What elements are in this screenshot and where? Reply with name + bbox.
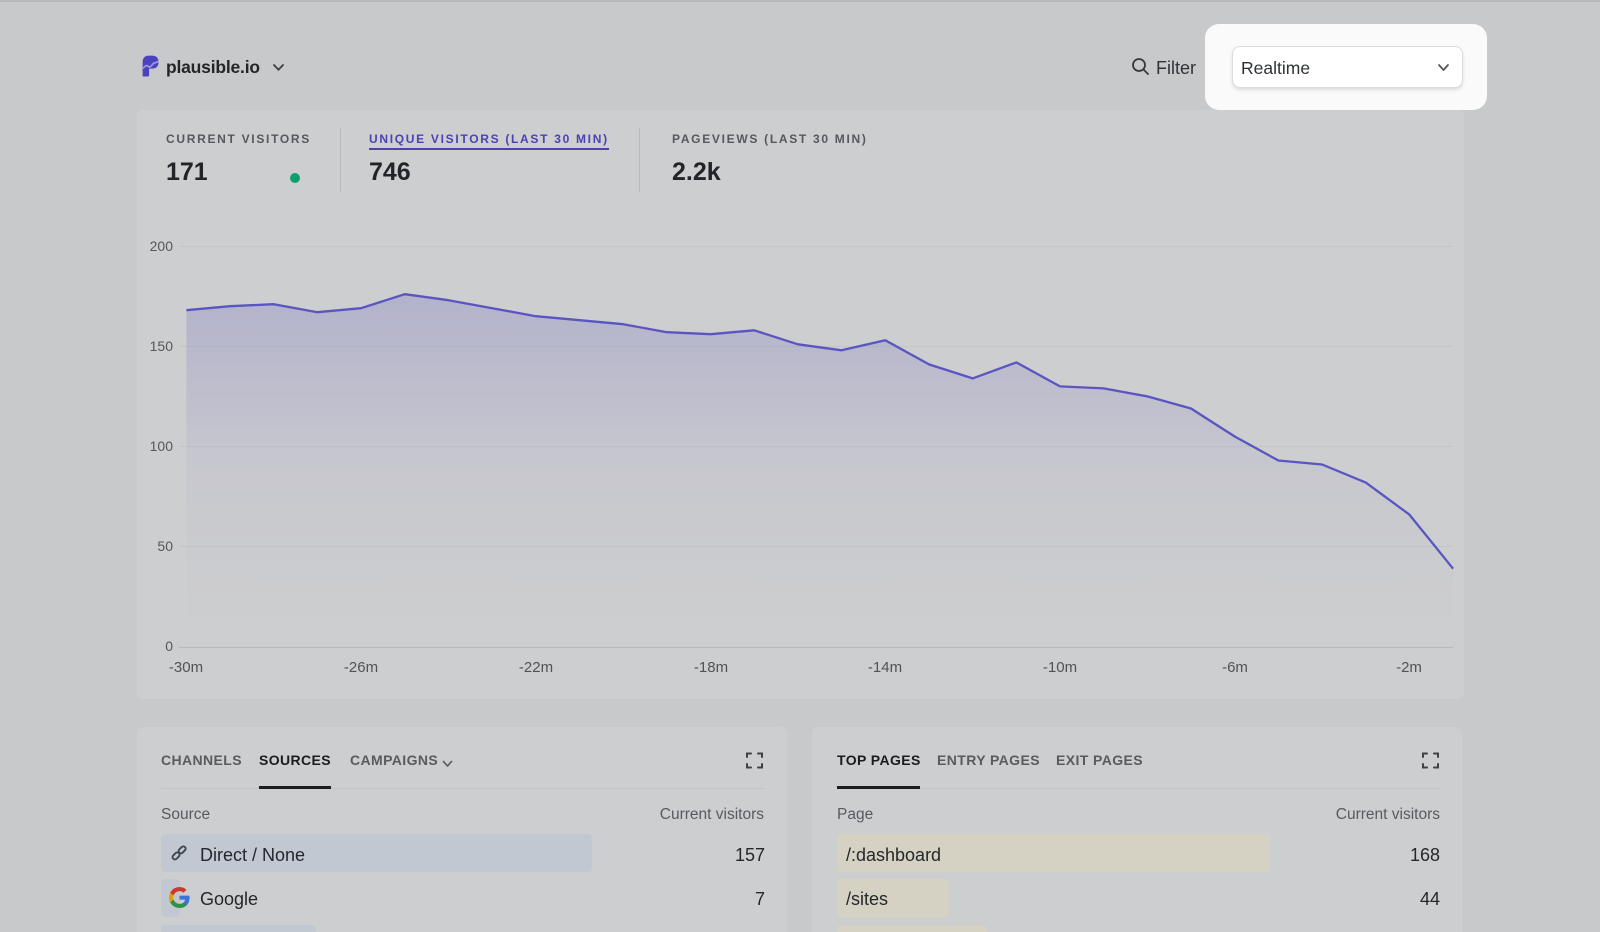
svg-text:-14m: -14m (868, 659, 902, 676)
svg-text:-22m: -22m (519, 659, 553, 676)
svg-text:50: 50 (157, 538, 173, 554)
svg-text:0: 0 (165, 638, 173, 654)
svg-text:-26m: -26m (344, 659, 378, 676)
svg-text:150: 150 (150, 338, 174, 354)
svg-text:100: 100 (150, 438, 174, 454)
svg-text:-10m: -10m (1043, 659, 1077, 676)
svg-text:200: 200 (150, 238, 174, 254)
svg-text:-2m: -2m (1396, 659, 1422, 676)
svg-text:-30m: -30m (169, 659, 203, 676)
svg-text:-6m: -6m (1222, 659, 1248, 676)
svg-text:-18m: -18m (694, 659, 728, 676)
